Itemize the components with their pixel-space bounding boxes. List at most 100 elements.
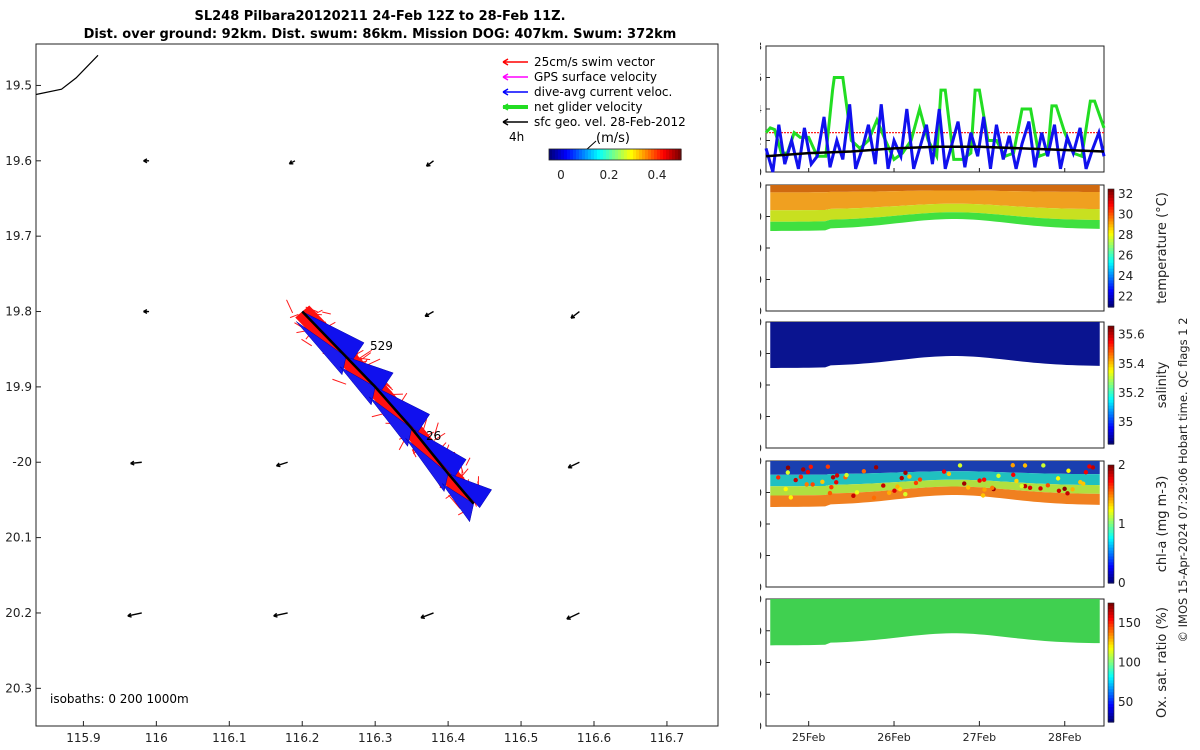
depth-data-band [770, 203, 1100, 222]
colorbar-segment [648, 149, 652, 160]
depth-colorbar-segment [1108, 473, 1114, 478]
chl-a-sample-dot [980, 493, 986, 498]
depth-colorbar-segment [1108, 373, 1114, 377]
depth-colorbar-segment [1108, 385, 1114, 389]
colorbar-tick-label: 0 [557, 168, 565, 182]
surface-current-arrow [127, 612, 142, 618]
depth-colorbar-segment [1108, 518, 1114, 522]
swim-vector-arrow [422, 419, 428, 431]
footer-credit: © IMOS 15-Apr-2024 07:29:06 Hobart time.… [1176, 317, 1190, 642]
colorbar-segment [660, 149, 664, 160]
colorbar-segment [585, 149, 589, 160]
legend-swatch-head [502, 73, 509, 81]
depth-colorbar-segment [1108, 665, 1114, 670]
colorbar-segment [651, 149, 655, 160]
y-tick-label: 20.3 [5, 681, 32, 695]
depth-colorbar-segment [1108, 680, 1114, 684]
colorbar-segment [558, 149, 562, 160]
depth-colorbar-segment [1108, 506, 1114, 510]
depth-data-band [770, 322, 1100, 368]
surface-current-arrow [425, 160, 434, 167]
x-tick-label: 116 [145, 731, 168, 745]
depth-colorbar-segment [1108, 289, 1114, 293]
depth-colorbar-tick-label: 28 [1118, 228, 1133, 242]
chl-a-sample-dot [981, 477, 987, 482]
chl-a-sample-dot [1011, 472, 1016, 478]
depth-y-tick-label: 100 [760, 657, 762, 670]
velocity-series-line [764, 104, 1106, 173]
chl-a-sample-dot [873, 465, 879, 470]
depth-colorbar-segment [1108, 689, 1114, 693]
depth-y-tick-label: 200 [760, 720, 762, 733]
colorbar-segment [567, 149, 571, 160]
chl-a-sample-dot [1045, 483, 1051, 488]
depth-colorbar-segment [1108, 382, 1114, 386]
legend-label: sfc geo. vel. 28-Feb-2012 [534, 115, 686, 129]
depth-colorbar-segment [1108, 414, 1114, 419]
depth-colorbar-segment [1108, 206, 1114, 211]
isobath-contour [35, 54, 99, 96]
dive-avg-current-wedge [405, 438, 449, 493]
chl-a-sample-dot [861, 469, 867, 474]
depth-colorbar-frame [1107, 602, 1115, 723]
depth-colorbar-segment [1108, 544, 1114, 549]
x-tick-label: 116.1 [212, 731, 246, 745]
legend-label: GPS surface velocity [534, 70, 657, 84]
chl-a-sample-dot [785, 465, 791, 470]
surface-current-arrow [275, 461, 288, 468]
depth-colorbar-segment [1108, 559, 1114, 563]
depth-colorbar-segment [1108, 512, 1114, 516]
depth-colorbar-segment [1108, 280, 1114, 284]
depth-y-tick-label: 200 [760, 581, 762, 594]
depth-colorbar-segment [1108, 617, 1114, 622]
depth-colorbar-segment [1108, 635, 1114, 640]
depth-colorbar-segment [1108, 482, 1114, 487]
depth-colorbar-segment [1108, 265, 1114, 270]
depth-data-band [770, 486, 1100, 507]
depth-colorbar-segment [1108, 623, 1114, 628]
depth-colorbar-segment [1108, 236, 1114, 240]
colorbar-segment [561, 149, 565, 160]
depth-colorbar-segment [1108, 608, 1114, 613]
chl-a-sample-dot [982, 487, 987, 492]
depth-colorbar-segment [1108, 707, 1114, 711]
legend-swatch-head [502, 88, 509, 96]
depth-colorbar-segment [1108, 529, 1114, 534]
depth-y-tick-label: 100 [760, 242, 762, 255]
depth-colorbar-segment [1108, 577, 1114, 581]
swim-vector-arrow [465, 457, 471, 466]
depth-y-tick-label: 150 [760, 688, 762, 701]
chl-a-sample-dot [1056, 488, 1062, 493]
chl-a-sample-dot [1019, 483, 1024, 489]
depth-colorbar-segment [1108, 638, 1114, 643]
velocity-y-tick-label: 0.8 [760, 40, 762, 53]
depth-y-tick-label: 100 [760, 379, 762, 392]
chl-a-sample-dot [907, 474, 912, 479]
colorbar-segment [612, 149, 616, 160]
chl-a-sample-dot [808, 464, 814, 469]
date-tick-label: 27Feb [963, 731, 996, 744]
chl-a-sample-dot [962, 481, 967, 486]
chl-a-sample-dot [1062, 486, 1067, 492]
depth-colorbar-segment [1108, 256, 1114, 261]
depth-colorbar-segment [1108, 295, 1114, 299]
depth-colorbar-segment [1108, 485, 1114, 490]
depth-colorbar-frame [1107, 464, 1115, 584]
surface-current-arrow [420, 612, 434, 619]
colorbar-segment [603, 149, 607, 160]
depth-colorbar-tick-label: 50 [1118, 695, 1133, 709]
depth-colorbar-tick-label: 1 [1118, 517, 1126, 531]
depth-colorbar-tick-label: 150 [1118, 616, 1141, 630]
colorbar-segment [633, 149, 637, 160]
chl-a-sample-dot [1081, 481, 1086, 486]
y-tick-label: 19.7 [5, 229, 32, 243]
colorbar-segment [663, 149, 667, 160]
depth-colorbar-segment [1108, 550, 1114, 555]
depth-colorbar-segment [1108, 227, 1114, 231]
chl-a-sample-dot [903, 470, 908, 475]
depth-colorbar-segment [1108, 212, 1114, 217]
colorbar-tick-label: 0.4 [647, 168, 666, 182]
depth-colorbar-segment [1108, 277, 1114, 282]
depth-colorbar-segment [1108, 200, 1114, 205]
colorbar-frame [548, 148, 682, 161]
